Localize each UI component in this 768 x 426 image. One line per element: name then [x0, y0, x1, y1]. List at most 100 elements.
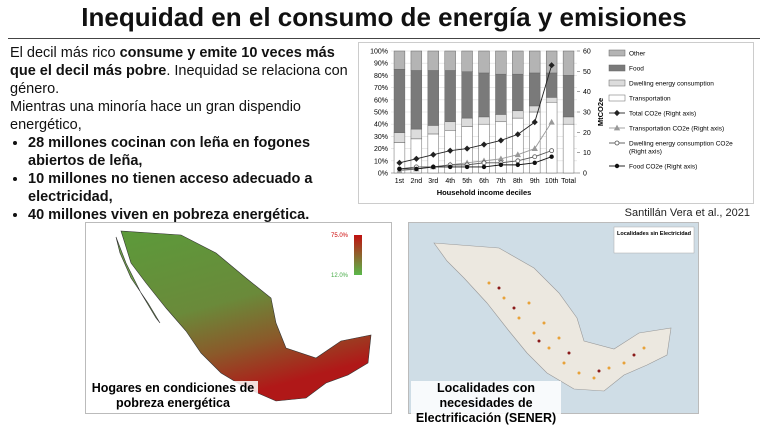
x-tick-label: 4th	[445, 178, 455, 185]
bar-segment	[512, 50, 524, 75]
marker	[396, 159, 403, 166]
line	[399, 150, 552, 170]
bar-segment	[444, 50, 456, 71]
x-tick-label: 3rd	[428, 178, 438, 185]
marker	[613, 109, 621, 117]
marker	[431, 164, 436, 170]
marker	[531, 145, 538, 151]
text: . Inequidad se relaciona con género.	[10, 63, 348, 97]
bullet-list: 28 millones cocinan con leña en fogones …	[10, 134, 355, 224]
intro: El decil más rico consume y emite 10 vec…	[10, 44, 355, 98]
marker	[514, 131, 521, 138]
map-poverty: 75.0% 12.0% Hogares en condiciones de po…	[85, 222, 392, 414]
mexico-shape	[120, 230, 372, 402]
y-tick-label: 0%	[378, 171, 388, 178]
bar-segment	[461, 50, 473, 72]
dots-dark	[497, 286, 636, 373]
line	[399, 156, 552, 170]
y-tick-label: 80%	[374, 73, 388, 80]
marker	[549, 154, 554, 159]
bar-segment	[427, 50, 439, 71]
marker	[413, 155, 420, 162]
baja-shape	[115, 236, 161, 324]
intro2: Mientras una minoría hace un gran dispen…	[10, 99, 301, 133]
y2-tick-label: 0	[583, 171, 587, 178]
title-rule	[8, 38, 760, 39]
legend-swatch	[608, 64, 626, 72]
marker	[548, 62, 555, 69]
legend-min: 12.0%	[331, 273, 349, 279]
legend-box	[613, 226, 695, 254]
slide-title: Inequidad en el consumo de energía y emi…	[81, 2, 687, 32]
bar-segment	[444, 70, 456, 123]
bar-segment	[495, 50, 507, 75]
map-caption: Hogares en condiciones de pobreza energé…	[88, 381, 258, 411]
bar-segment	[393, 50, 406, 70]
legend-label: Other	[629, 51, 646, 58]
bullet: 28 millones cocinan con leña en fogones …	[28, 134, 355, 170]
y-tick-label: 30%	[374, 134, 388, 141]
bullet: 10 millones no tienen acceso adecuado a …	[28, 170, 355, 206]
y-tick-label: 90%	[374, 61, 388, 68]
bar-segment	[478, 50, 490, 74]
y-tick-label: 100%	[370, 49, 388, 56]
text: El decil más rico	[10, 45, 120, 61]
x-tick-label: 9th	[530, 178, 540, 185]
text-bold: consume y emite 10 veces más que el deci…	[10, 45, 335, 79]
x-tick-label: Total	[561, 178, 576, 185]
bar-segment	[529, 72, 541, 107]
legend-label: Total CO2e (Right axis)	[629, 111, 696, 118]
y2-tick-label: 30	[583, 110, 591, 117]
map-svg: 75.0% 12.0%	[115, 230, 372, 402]
y-tick-label: 40%	[374, 122, 388, 129]
bar-segment	[529, 50, 541, 74]
body-text: El decil más rico consume y emite 10 vec…	[10, 44, 355, 224]
x-tick-label: 7th	[496, 178, 506, 185]
chart-box: 0% 10% 20% 30% 40% 50% 60% 70% 80% 90% 100% 0 10 20 30…	[358, 42, 754, 204]
bar-segment	[562, 50, 575, 76]
marker	[430, 151, 437, 158]
legend-title: Localidades sin Electricidad	[617, 231, 691, 237]
y-tick-label: 60%	[374, 97, 388, 104]
marker	[514, 151, 521, 158]
bar-segment	[410, 50, 423, 71]
bar-segment	[545, 50, 558, 74]
legend-swatch	[608, 94, 626, 102]
marker	[447, 147, 454, 154]
y-tick-label: 70%	[374, 85, 388, 92]
bar-segment	[478, 116, 490, 125]
bar-segment	[512, 73, 524, 112]
y2-tick-label: 10	[583, 150, 591, 157]
chart: 0% 10% 20% 30% 40% 50% 60% 70% 80% 90% 100% 0 10 20 30…	[370, 49, 733, 198]
bar-segment	[444, 121, 456, 131]
x-tick-label: 10th	[545, 178, 559, 185]
x-tick-label: 6th	[479, 178, 489, 185]
bullet: 40 millones viven en pobreza energética.	[28, 206, 355, 224]
marker	[613, 124, 621, 131]
map-electricity: Localidades sin Electricidad Localidades…	[408, 222, 699, 426]
x-tick-label: 8th	[513, 178, 523, 185]
y2-tick-label: 50	[583, 69, 591, 76]
y-tick-label: 50%	[374, 110, 388, 117]
bar-segment	[461, 117, 473, 127]
marker	[481, 164, 487, 170]
marker	[481, 160, 487, 166]
mexico-shape	[433, 242, 672, 392]
marker	[497, 137, 504, 144]
bar-segment	[545, 97, 558, 103]
legend-label-part: (Right axis)	[629, 149, 662, 156]
line	[399, 65, 553, 164]
map-svg: Localidades sin Electricidad	[433, 226, 695, 392]
legend-swatch	[608, 79, 626, 87]
y2-tick-label: 20	[583, 130, 591, 137]
marker	[531, 119, 538, 126]
legend-label: Transportation CO2e (Right axis)	[629, 126, 724, 133]
y-tick-label: 10%	[374, 158, 388, 165]
legend-max: 75.0%	[331, 233, 349, 239]
bar-segment	[393, 132, 406, 143]
bar-segment	[562, 123, 575, 174]
y2-axis-label: MtCO2e	[596, 98, 605, 126]
y2-tick-label: 60	[583, 49, 591, 56]
bar-segment	[478, 72, 490, 118]
bar-segment	[495, 73, 507, 115]
